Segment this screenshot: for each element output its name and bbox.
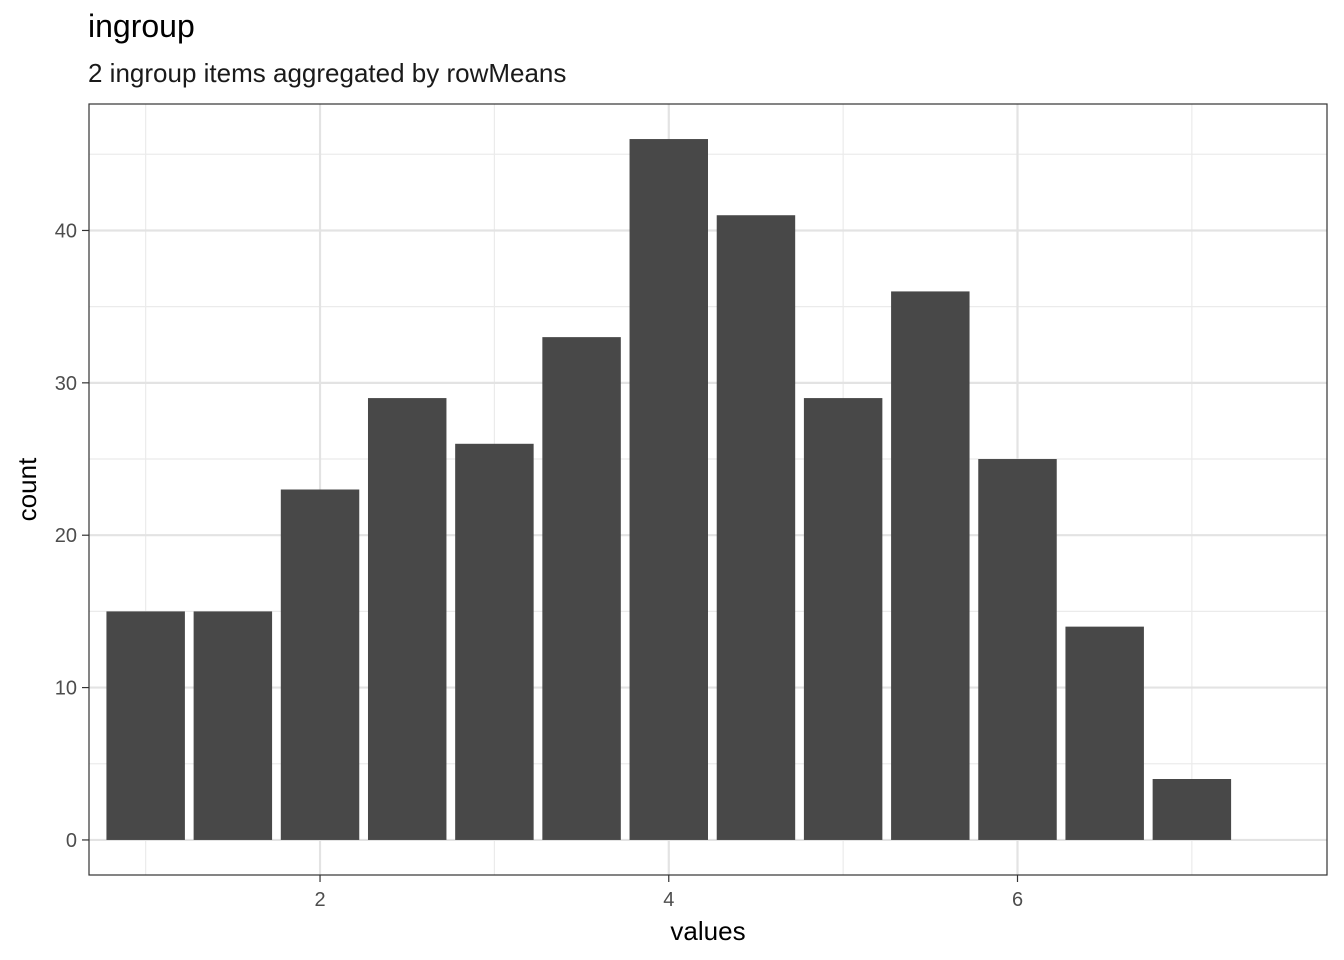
x-tick-label: 2 bbox=[314, 889, 325, 911]
chart-subtitle: 2 ingroup items aggregated by rowMeans bbox=[88, 58, 567, 88]
bar bbox=[803, 398, 883, 840]
bar bbox=[1065, 626, 1144, 840]
bar bbox=[106, 611, 185, 840]
bar bbox=[716, 215, 796, 840]
y-tick-label: 30 bbox=[55, 373, 77, 395]
y-tick-label: 0 bbox=[66, 830, 77, 852]
y-axis: 0 10 20 30 40 bbox=[55, 220, 89, 852]
x-axis: 2 4 6 bbox=[314, 875, 1023, 911]
bar bbox=[542, 337, 621, 840]
bars bbox=[106, 139, 1232, 840]
bar bbox=[280, 489, 360, 840]
x-tick-label: 6 bbox=[1012, 889, 1023, 911]
panel-border bbox=[88, 103, 1328, 876]
bar bbox=[367, 398, 447, 840]
y-tick-label: 10 bbox=[55, 678, 77, 700]
bar bbox=[978, 459, 1057, 840]
y-axis-title: count bbox=[12, 457, 42, 521]
bar bbox=[193, 611, 273, 840]
x-tick-label: 4 bbox=[663, 889, 674, 911]
x-axis-title: values bbox=[670, 916, 745, 946]
chart-title: ingroup bbox=[88, 8, 195, 44]
bar bbox=[455, 443, 534, 840]
bar bbox=[891, 291, 970, 840]
bar bbox=[1152, 779, 1232, 840]
y-tick-label: 20 bbox=[55, 525, 77, 547]
y-tick-label: 40 bbox=[55, 220, 77, 242]
bar bbox=[629, 139, 708, 840]
